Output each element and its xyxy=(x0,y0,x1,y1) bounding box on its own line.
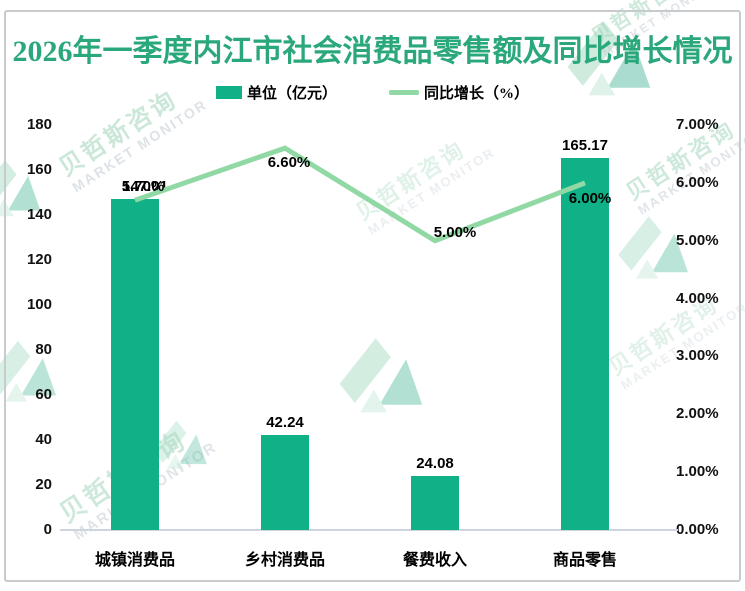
left-axis-tick: 20 xyxy=(35,476,52,493)
legend-line-label: 同比增长（%） xyxy=(424,86,530,102)
right-axis-tick: 7.00% xyxy=(676,116,719,133)
legend-item-line: 同比增长（%） xyxy=(389,82,529,103)
bar-1 xyxy=(261,434,309,530)
line-value-label: 6.00% xyxy=(568,189,612,207)
right-axis-tick: 2.00% xyxy=(676,405,719,423)
line-value-label: 5.00% xyxy=(433,223,477,241)
bar-value-label: 165.17 xyxy=(562,137,608,155)
legend-bar-label: 单位（亿元） xyxy=(246,86,337,102)
bar-0 xyxy=(111,199,159,530)
bar-3 xyxy=(561,158,609,530)
bar-value-label: 42.24 xyxy=(266,413,304,431)
left-axis-tick: 140 xyxy=(26,206,52,223)
category-label: 城镇消费品 xyxy=(94,552,175,569)
right-axis-tick: 4.00% xyxy=(676,289,719,307)
left-axis-tick: 40 xyxy=(35,431,52,448)
left-axis-tick: 180 xyxy=(26,116,52,133)
line-swatch-icon xyxy=(389,90,419,95)
left-axis-tick: 80 xyxy=(35,341,52,358)
category-label: 商品零售 xyxy=(552,552,617,569)
right-axis-tick: 6.00% xyxy=(676,173,719,191)
line-value-label: 6.60% xyxy=(267,154,311,172)
line-value-label: 5.70% xyxy=(121,178,165,196)
bar-value-label: 24.08 xyxy=(416,454,454,472)
left-axis-tick: 160 xyxy=(26,161,52,178)
right-axis-tick: 1.00% xyxy=(676,463,719,481)
category-label: 餐费收入 xyxy=(402,552,467,569)
bar-2 xyxy=(411,475,459,530)
right-axis-tick: 3.00% xyxy=(676,347,719,365)
left-axis-tick: 100 xyxy=(26,296,52,313)
left-axis-tick: 120 xyxy=(26,251,52,268)
bar-swatch-icon xyxy=(215,86,242,99)
left-axis-tick: 0 xyxy=(43,521,52,538)
legend: 单位（亿元） 同比增长（%） xyxy=(0,82,745,103)
chart-frame-border xyxy=(4,10,741,582)
right-axis-tick: 0.00% xyxy=(676,521,719,538)
right-axis-tick: 5.00% xyxy=(676,231,719,249)
category-label: 乡村消费品 xyxy=(244,552,325,569)
legend-item-bar: 单位（亿元） xyxy=(215,82,337,103)
x-axis-baseline xyxy=(60,529,678,531)
left-axis-tick: 60 xyxy=(35,386,52,403)
